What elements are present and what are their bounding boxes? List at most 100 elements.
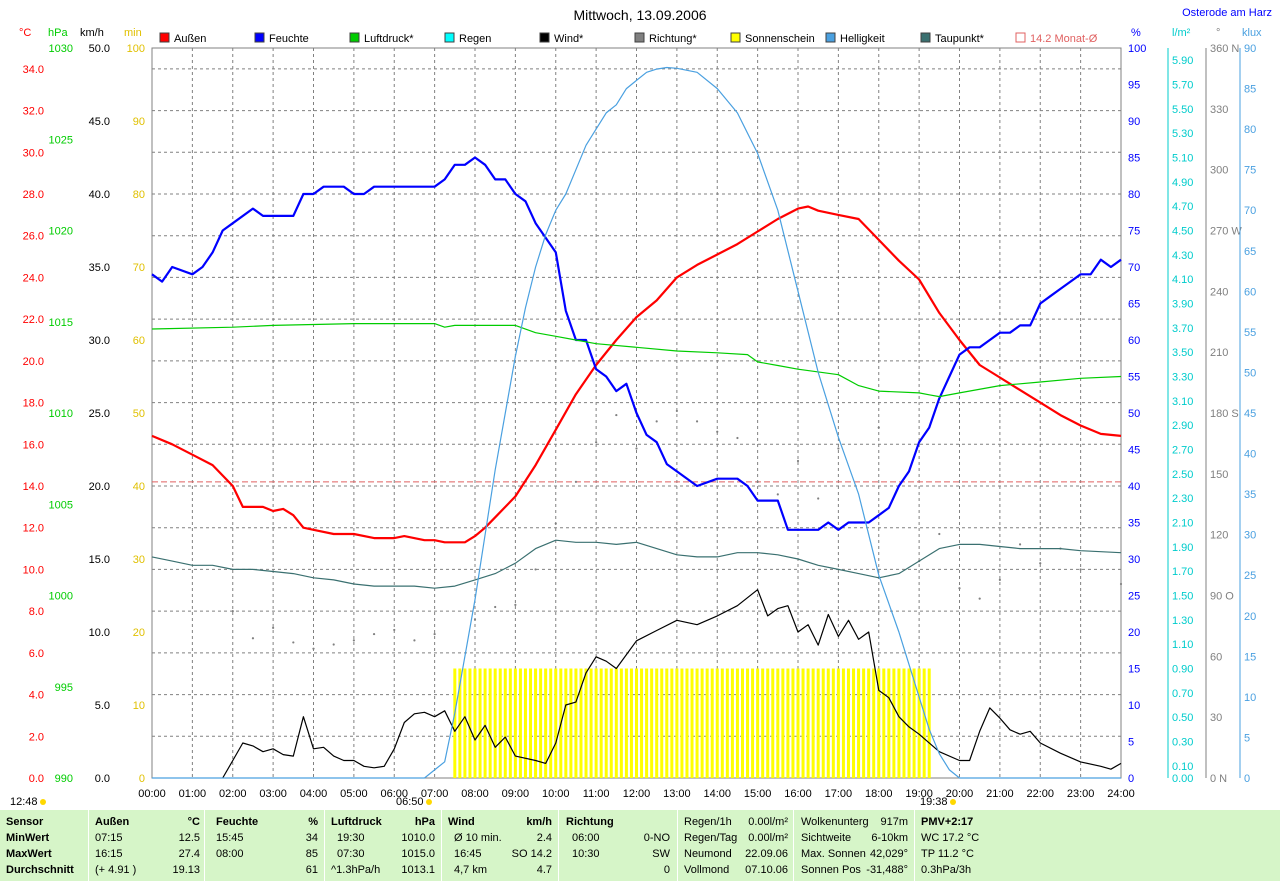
sunshine-bar: [826, 668, 830, 778]
rain-tick-label: 4.10: [1172, 274, 1193, 286]
rain-tick-label: 1.70: [1172, 566, 1193, 578]
humidity-tick-label: 95: [1128, 80, 1140, 92]
direction-dot: [231, 610, 234, 613]
temp-tick-label: 18.0: [23, 398, 44, 410]
x-tick-label: 00:00: [138, 788, 166, 800]
weather-chart: Mittwoch, 13.09.2006 Osterode am Harz °C…: [19, 7, 1272, 800]
sunshine-bar: [518, 668, 522, 778]
pressure-tick-label: 1025: [49, 134, 73, 146]
temp-tick-label: 12.0: [23, 523, 44, 535]
direction-dot: [716, 430, 719, 433]
sunshine-bar: [761, 668, 765, 778]
direction-dot: [776, 493, 779, 496]
sunset-time: 19:38: [920, 796, 956, 808]
sunshine-bar: [675, 668, 679, 778]
aussen-min-time: 07:15: [95, 832, 123, 844]
location-link[interactable]: Osterode am Harz: [1182, 7, 1272, 19]
sunshine-bar: [841, 668, 845, 778]
direction-tick-label: 270 W: [1210, 226, 1242, 238]
regen-1h-value: 0.00l/m²: [748, 816, 788, 828]
sunshine-bar: [549, 668, 553, 778]
rain-tick-label: 2.90: [1172, 420, 1193, 432]
direction-dot: [494, 605, 497, 609]
neumond-label: Neumond: [684, 848, 732, 860]
legend-label: Luftdruck*: [364, 33, 414, 45]
x-tick-label: 10:00: [542, 788, 570, 800]
sun-tick-label: 80: [133, 189, 145, 201]
sunshine-bar: [584, 668, 588, 778]
direction-dot: [393, 628, 396, 632]
humidity-tick-label: 65: [1128, 299, 1140, 311]
sunshine-bar: [473, 668, 477, 778]
sunshine-bar: [645, 668, 649, 778]
temp-tick-label: 8.0: [29, 606, 44, 618]
humidity-tick-label: 25: [1128, 591, 1140, 603]
sun-tick-label: 30: [133, 554, 145, 566]
max-sonnen-value: 42,029°: [869, 848, 908, 860]
richtung-r1: 0-NO: [643, 832, 670, 844]
sunshine-bar: [927, 668, 931, 778]
legend-label: 14.2 Monat-Ø: [1030, 33, 1098, 45]
direction-dot: [1079, 568, 1082, 571]
sun-tick-label: 60: [133, 335, 145, 347]
pressure-tick-label: 1030: [49, 43, 73, 55]
aussen-min: 12.5: [178, 832, 200, 844]
humidity-tick-label: 30: [1128, 554, 1140, 566]
sunshine-bar: [478, 668, 482, 778]
direction-dot: [615, 413, 618, 417]
feuchte-max: 85: [305, 848, 318, 860]
light-tick-label: 35: [1244, 489, 1256, 501]
pressure-tick-label: 1015: [49, 317, 73, 329]
wind-tick-label: 45.0: [89, 116, 110, 128]
temp-tick-label: 28.0: [23, 189, 44, 201]
light-tick-label: 60: [1244, 286, 1256, 298]
feuchte-min: 34: [305, 832, 318, 844]
richtung-r2-time: 10:30: [572, 848, 600, 860]
rain-tick-label: 4.70: [1172, 201, 1193, 213]
direction-dot: [372, 632, 376, 636]
direction-dot: [958, 587, 961, 590]
sunshine-bar: [897, 668, 901, 778]
richtung-title: Richtung: [566, 816, 614, 828]
sunshine-bar: [887, 668, 891, 778]
x-tick-label: 18:00: [865, 788, 893, 800]
windchill-value: WC 17.2 °C: [921, 832, 980, 844]
sun-tick-label: 20: [133, 627, 145, 639]
x-tick-label: 12:00: [623, 788, 651, 800]
wind-title: Wind: [448, 816, 475, 828]
plot-area: 00:00 01:00 02:00 03:00 04:00 05:00 06:00 07:00…: [23, 43, 1257, 800]
direction-tick-label: 0 N: [1210, 773, 1227, 785]
sunshine-bar: [624, 668, 628, 778]
luftdruck-max-time: 07:30: [337, 848, 365, 860]
direction-dot: [332, 643, 335, 646]
x-tick-label: 15:00: [744, 788, 772, 800]
rain-tick-label: 2.10: [1172, 518, 1193, 530]
wind-tick-label: 5.0: [95, 700, 110, 712]
direction-dot: [1018, 543, 1022, 546]
x-tick-label: 02:00: [219, 788, 247, 800]
direction-tick-label: 210: [1210, 347, 1228, 359]
direction-dot: [998, 578, 1001, 581]
sunshine-bar: [730, 668, 734, 778]
sunshine-bar: [831, 668, 835, 778]
direction-dot: [554, 522, 557, 525]
sunshine-bar: [705, 668, 709, 778]
aussen-avg: 19.13: [172, 864, 200, 876]
rain-tick-label: 0.90: [1172, 664, 1193, 676]
feuchte-unit: %: [308, 816, 318, 828]
legend-label: Richtung*: [649, 33, 697, 45]
series-line: [151, 156, 1122, 531]
luftdruck-min: 1010.0: [401, 832, 435, 844]
pressure-tick-label: 1000: [49, 591, 73, 603]
x-tick-label: 21:00: [986, 788, 1014, 800]
rain-tick-label: 4.90: [1172, 177, 1193, 189]
sunshine-bar: [776, 668, 780, 778]
sun-marker-icon: [39, 799, 46, 806]
wolken-value: 917m: [880, 816, 908, 828]
sunshine-bar: [589, 668, 593, 778]
direction-tick-label: 240: [1210, 286, 1228, 298]
wind-tick-label: 10.0: [89, 627, 110, 639]
series-line: [222, 589, 1122, 779]
direction-dot: [574, 480, 578, 483]
sunshine-bar: [493, 668, 497, 778]
